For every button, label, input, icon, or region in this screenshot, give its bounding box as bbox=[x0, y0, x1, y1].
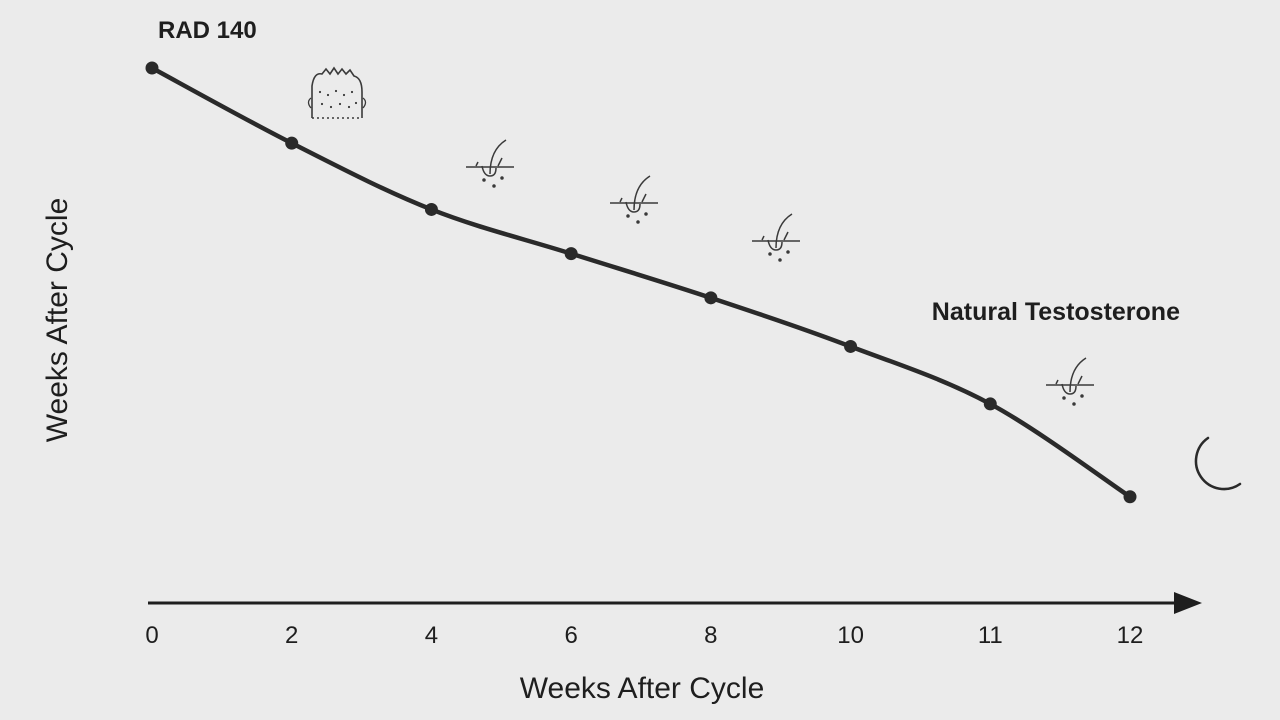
x-axis-arrow-icon bbox=[1174, 592, 1202, 614]
data-point bbox=[285, 136, 299, 150]
x-tick-label: 4 bbox=[425, 622, 438, 649]
x-tick-label: 12 bbox=[1117, 622, 1144, 649]
series-annotation: Natural Testosterone bbox=[932, 298, 1180, 326]
data-point bbox=[844, 339, 858, 353]
data-point bbox=[983, 397, 997, 411]
data-point bbox=[564, 247, 578, 261]
data-point bbox=[424, 202, 438, 216]
chart-title: RAD 140 bbox=[158, 17, 257, 44]
hair-follicle-icon bbox=[610, 175, 658, 224]
x-tick-label: 11 bbox=[978, 622, 1003, 649]
x-tick-label: 0 bbox=[145, 622, 158, 649]
x-tick-label: 2 bbox=[285, 622, 298, 649]
hair-follicle-icon bbox=[466, 139, 514, 188]
x-tick-labels: 0 2 4 6 8 10 11 12 bbox=[145, 622, 1143, 649]
series-line bbox=[149, 65, 1133, 499]
y-axis-label: Weeks After Cycle bbox=[41, 198, 74, 443]
moon-icon bbox=[1194, 436, 1242, 491]
x-tick-label: 6 bbox=[564, 622, 577, 649]
data-points bbox=[145, 61, 1137, 504]
hair-follicle-icon bbox=[752, 213, 800, 262]
data-point bbox=[1123, 490, 1137, 504]
data-point bbox=[704, 291, 718, 305]
hair-head-icon bbox=[307, 66, 367, 119]
x-axis-label: Weeks After Cycle bbox=[520, 672, 765, 705]
x-axis bbox=[148, 592, 1202, 614]
x-tick-label: 8 bbox=[704, 622, 717, 649]
hair-follicle-icon bbox=[1046, 357, 1094, 406]
x-tick-label: 10 bbox=[837, 622, 864, 649]
data-point bbox=[145, 61, 159, 75]
